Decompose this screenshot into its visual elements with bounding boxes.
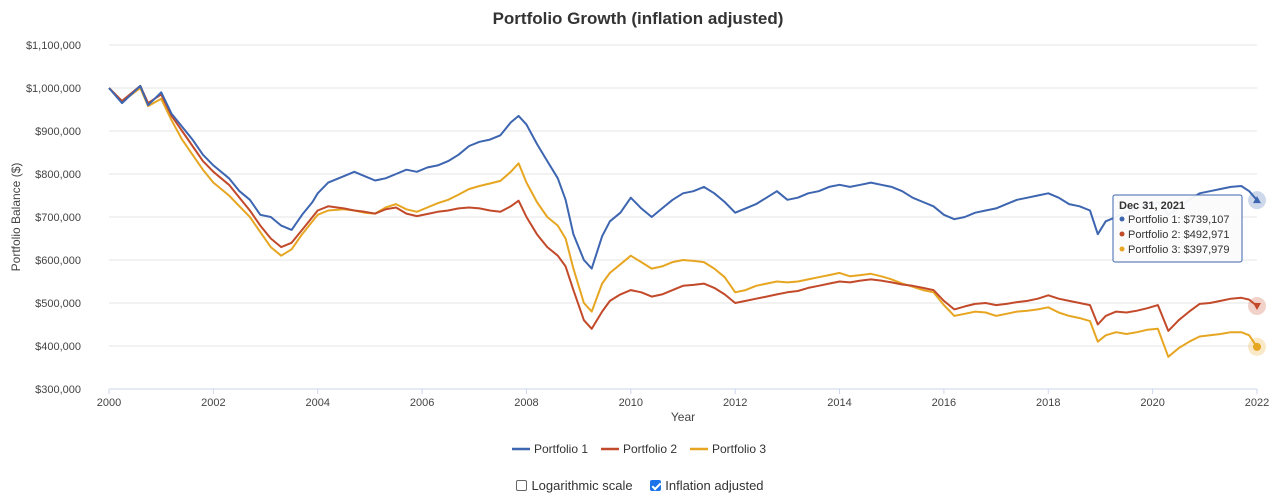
x-tick-label: 2010 <box>619 397 643 409</box>
legend-label-portfolio-1: Portfolio 1 <box>534 442 588 456</box>
tooltip-line-portfolio-1: Portfolio 1: $739,107 <box>1128 214 1230 226</box>
y-axis-ticks: $300,000 $400,000 $500,000 $600,000 $700,000… <box>26 40 81 396</box>
tooltip-line-portfolio-2: Portfolio 2: $492,971 <box>1128 229 1230 241</box>
y-tick-label: $900,000 <box>35 126 81 138</box>
tooltip-dot-portfolio-2 <box>1119 231 1125 237</box>
x-axis-ticks: 2000 2002 2004 2006 2008 2010 2012 2014 2016 2018… <box>97 389 1269 409</box>
y-tick-label: $700,000 <box>35 212 81 224</box>
end-marker-portfolio-3 <box>1253 342 1261 351</box>
y-tick-label: $400,000 <box>35 341 81 353</box>
log-scale-checkbox[interactable] <box>516 480 528 491</box>
y-tick-label: $1,100,000 <box>26 40 81 52</box>
log-scale-label: Logarithmic scale <box>531 478 633 493</box>
y-tick-label: $600,000 <box>35 255 81 267</box>
legend-item-portfolio-3[interactable]: Portfolio 3 <box>690 442 766 456</box>
legend-item-portfolio-2[interactable]: Portfolio 2 <box>601 442 677 456</box>
x-tick-label: 2002 <box>201 397 225 409</box>
y-axis-label: Portfolio Balance ($) <box>9 163 23 272</box>
end-marker-portfolio-1 <box>1253 196 1261 204</box>
chart-title: Portfolio Growth (inflation adjusted) <box>493 9 784 28</box>
series-lines <box>108 84 1258 358</box>
x-tick-label: 2008 <box>514 397 538 409</box>
tooltip-dot-portfolio-3 <box>1119 246 1125 252</box>
y-tick-label: $500,000 <box>35 298 81 310</box>
y-tick-label: $300,000 <box>35 384 81 396</box>
series-line-portfolio-1 <box>108 84 1258 270</box>
x-tick-label: 2006 <box>410 397 434 409</box>
x-tick-label: 2022 <box>1245 397 1269 409</box>
x-axis-label: Year <box>671 410 695 424</box>
chart-options: Logarithmic scale Inflation adjusted <box>0 478 1280 494</box>
tooltip-dot-portfolio-1 <box>1119 216 1125 222</box>
tooltip-box <box>1112 194 1243 263</box>
series-line-portfolio-2 <box>108 84 1258 332</box>
inflation-adjusted-checkbox[interactable] <box>650 480 662 491</box>
x-tick-label: 2020 <box>1140 397 1164 409</box>
end-marker-portfolio-2 <box>1253 303 1261 311</box>
legend-label-portfolio-3: Portfolio 3 <box>712 442 766 456</box>
end-markers <box>1248 191 1266 356</box>
x-tick-label: 2014 <box>827 397 851 409</box>
legend-item-portfolio-1[interactable]: Portfolio 1 <box>512 442 588 456</box>
tooltip-date: Dec 31, 2021 <box>1119 200 1185 212</box>
inflation-adjusted-label: Inflation adjusted <box>665 478 764 493</box>
grid <box>109 44 1257 347</box>
tooltip: Dec 31, 2021 Portfolio 1: $739,107 Portf… <box>1112 194 1243 263</box>
log-scale-option[interactable]: Logarithmic scale <box>516 478 633 493</box>
x-tick-label: 2012 <box>723 397 747 409</box>
inflation-adjusted-option[interactable]: Inflation adjusted <box>650 478 764 493</box>
series-line-portfolio-3 <box>108 87 1258 358</box>
y-tick-label: $1,000,000 <box>26 83 81 95</box>
x-tick-label: 2018 <box>1036 397 1060 409</box>
x-tick-label: 2004 <box>305 397 329 409</box>
legend: Portfolio 1 Portfolio 2 Portfolio 3 <box>512 442 766 456</box>
x-tick-label: 2000 <box>97 397 121 409</box>
tooltip-line-portfolio-3: Portfolio 3: $397,979 <box>1128 244 1230 256</box>
legend-label-portfolio-2: Portfolio 2 <box>623 442 677 456</box>
x-tick-label: 2016 <box>932 397 956 409</box>
y-tick-label: $800,000 <box>35 169 81 181</box>
